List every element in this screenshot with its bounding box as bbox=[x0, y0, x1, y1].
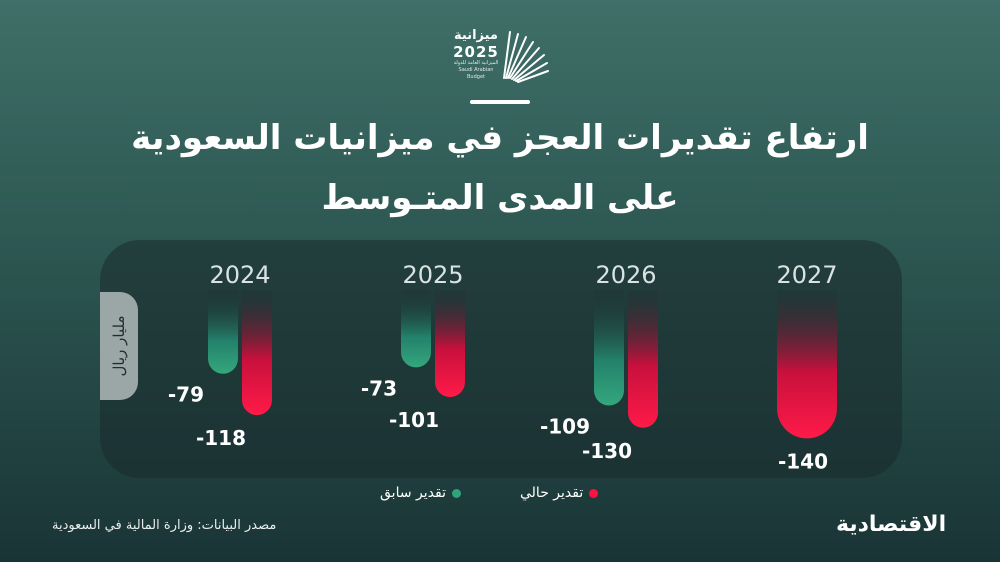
data-label-current: -130 bbox=[582, 439, 632, 463]
sunburst-icon bbox=[503, 31, 549, 83]
unit-tab: مليار ريال bbox=[100, 292, 138, 400]
data-label-previous: -73 bbox=[361, 376, 397, 400]
bar-previous bbox=[401, 290, 431, 368]
chart-title: ارتفاع تقديرات العجز في ميزانيات السعودي… bbox=[131, 118, 869, 158]
brand-logo: الاقتصادية bbox=[836, 512, 947, 537]
budget-logo: ميزانية 2025 الميزانية العامة للدولة Sau… bbox=[450, 28, 550, 88]
x-tick-label: 2027 bbox=[776, 261, 837, 289]
data-source: مصدر البيانات: وزارة المالية في السعودية bbox=[52, 518, 277, 533]
logo-word: ميزانية bbox=[454, 28, 498, 43]
data-label-previous: -109 bbox=[540, 415, 590, 439]
bar-previous bbox=[594, 290, 624, 406]
bar-current bbox=[242, 290, 272, 416]
logo-sub-en: Saudi Arabian Budget bbox=[458, 67, 494, 80]
bar-previous bbox=[208, 290, 238, 374]
bar-current bbox=[777, 290, 837, 439]
bar-current bbox=[628, 290, 658, 428]
chart-subtitle: على المدى المتـوسط bbox=[321, 178, 679, 218]
logo-sub-ar: الميزانية العامة للدولة bbox=[453, 60, 499, 66]
data-label-current: -140 bbox=[778, 449, 828, 473]
bar-current bbox=[435, 290, 465, 398]
legend-current-dot bbox=[589, 488, 599, 498]
legend-current: تقدير حالي bbox=[520, 482, 599, 504]
title-divider bbox=[470, 100, 530, 104]
data-label-previous: -79 bbox=[168, 383, 204, 407]
legend-previous-dot bbox=[451, 488, 461, 498]
data-label-current: -118 bbox=[196, 426, 246, 450]
legend-previous: تقدير سابق bbox=[380, 482, 461, 504]
x-tick-label: 2025 bbox=[402, 261, 463, 289]
x-tick-label: 2026 bbox=[595, 261, 656, 289]
x-tick-label: 2024 bbox=[209, 261, 270, 289]
legend-current-label: تقدير حالي bbox=[520, 485, 584, 501]
data-label-current: -101 bbox=[389, 408, 439, 432]
logo-year: 2025 bbox=[453, 43, 499, 61]
legend-previous-label: تقدير سابق bbox=[380, 485, 446, 501]
